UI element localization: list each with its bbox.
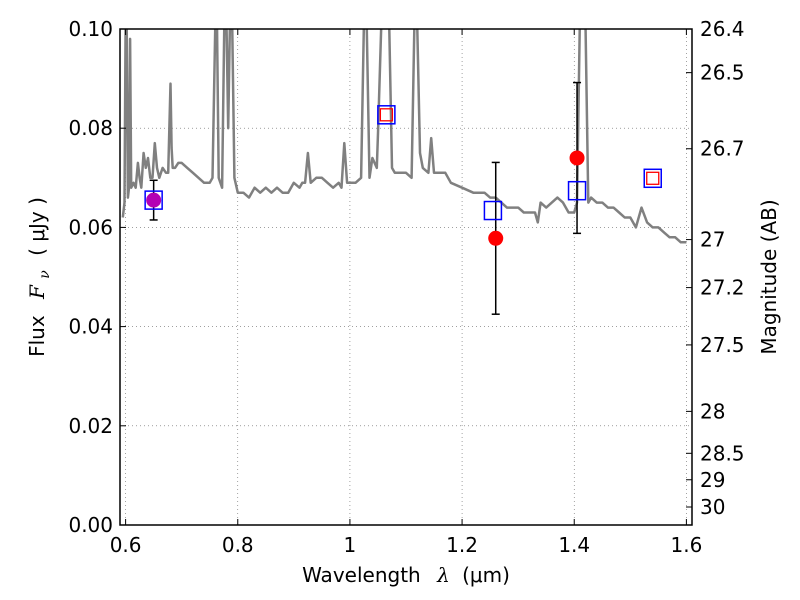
x-tick-label: 1 [344, 533, 357, 557]
x-axis-title: Wavelength λ (μm) [302, 563, 510, 587]
y2-tick-label: 30 [700, 495, 725, 519]
y2-axis-title: Magnitude (AB) [757, 199, 781, 354]
x-tick-label: 0.8 [222, 533, 254, 557]
y2-tick-label: 26.4 [700, 17, 745, 41]
plot-area [121, 29, 687, 244]
x-tick-labels: 0.6 0.8 1 1.2 1.4 1.6 [110, 533, 703, 557]
y-tick-label: 0.08 [68, 116, 113, 140]
plot-frame [119, 28, 693, 526]
model-square-blue [483, 200, 503, 221]
model-square-blue [643, 168, 662, 189]
marker-layer [144, 81, 662, 315]
x-tick-label: 1.6 [670, 533, 702, 557]
model-square-blue [567, 180, 587, 201]
observed-point [488, 230, 504, 246]
spectrum-line [121, 29, 687, 244]
y-tick-label: 0.10 [68, 17, 113, 41]
y2-tick-label: 28 [700, 399, 725, 423]
y-tick-label: 0.04 [68, 315, 113, 339]
model-square-red [646, 171, 660, 185]
y2-tick-label: 29 [700, 468, 725, 492]
y2-tick-label: 27.5 [700, 333, 745, 357]
observed-point [569, 150, 585, 166]
y2-tick-label: 28.5 [700, 441, 745, 465]
y-tick-label: 0.06 [68, 215, 113, 239]
x-tick-label: 1.4 [558, 533, 590, 557]
model-square-red [379, 108, 394, 122]
model-square-blue [144, 190, 163, 210]
y-tick-labels: 0.00 0.02 0.04 0.06 0.08 0.10 [68, 17, 113, 537]
y-axis-title: Flux F ν ( μJy ) [25, 197, 54, 357]
grid-lines [120, 28, 692, 526]
y2-tick-label: 26.7 [700, 137, 745, 161]
y2-tick-labels: 26.4 26.5 26.7 27 27.2 27.5 28 28.5 29 30 [700, 17, 745, 519]
x-tick-label: 1.2 [446, 533, 478, 557]
y2-tick-label: 26.5 [700, 61, 745, 85]
tick-marks [120, 28, 692, 526]
observed-point [146, 192, 162, 208]
x-tick-label: 0.6 [110, 533, 142, 557]
y2-tick-label: 27 [700, 228, 725, 252]
y2-tick-label: 27.2 [700, 276, 745, 300]
model-square-blue [377, 105, 396, 125]
y-tick-label: 0.02 [68, 414, 113, 438]
y-tick-label: 0.00 [68, 513, 113, 537]
